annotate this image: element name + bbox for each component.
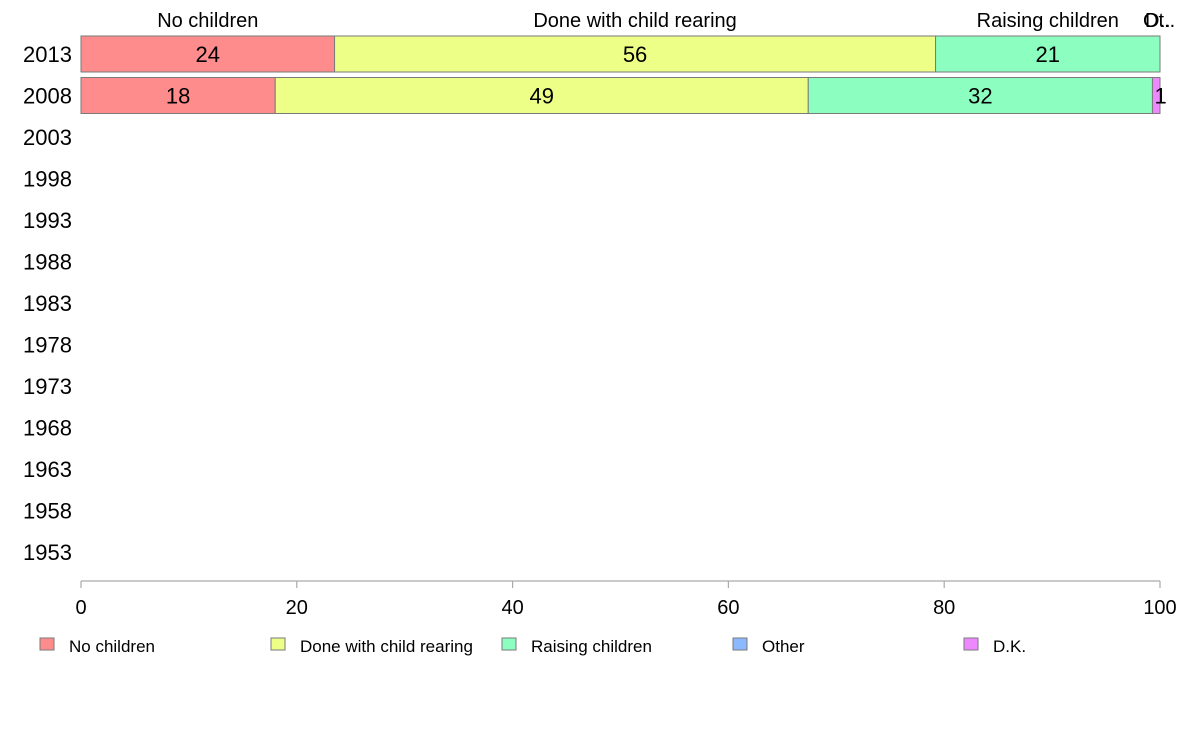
y-axis-labels: 2013 2008 2003 1998 1993 1988 1983 1978 1973 1968…	[23, 42, 72, 565]
legend-swatch	[963, 637, 979, 651]
bar-segment	[334, 35, 937, 73]
x-tick-label: 20	[286, 597, 308, 619]
legend-swatch	[501, 637, 517, 651]
x-tick-label: 60	[717, 597, 739, 619]
legend-swatch	[39, 637, 55, 651]
legend-swatch	[270, 637, 286, 651]
legend-label: Done with child rearing	[300, 637, 473, 656]
legend-label: Other	[762, 637, 805, 656]
data-label: 21	[1036, 42, 1060, 67]
y-tick-label: 1988	[23, 250, 72, 275]
x-tick-label: 100	[1143, 597, 1176, 619]
top-labels: No children Done with child rearing Raisin…	[157, 10, 1175, 32]
legend: No children Done with child rearing Raisin…	[39, 637, 1026, 656]
data-label: 56	[623, 42, 647, 67]
legend-swatch	[732, 637, 748, 651]
top-label-d-k: D..	[1145, 10, 1171, 32]
top-label-done-with-child-rearing: Done with child rearing	[533, 10, 736, 32]
top-label-no-children: No children	[157, 10, 258, 32]
data-label: 32	[968, 84, 992, 109]
y-tick-label: 1978	[23, 333, 72, 358]
x-tick-label: 80	[933, 597, 955, 619]
legend-label: Raising children	[531, 637, 652, 656]
y-tick-label: 1963	[23, 457, 72, 482]
bar-segment	[1151, 77, 1161, 114]
legend-label: No children	[69, 637, 155, 656]
y-tick-label: 1993	[23, 208, 72, 233]
y-tick-label: 1998	[23, 167, 72, 192]
bar-segment	[935, 35, 1161, 73]
y-tick-label: 1953	[23, 540, 72, 565]
x-tick-label: 40	[501, 597, 523, 619]
data-label: 18	[166, 84, 190, 109]
y-tick-label: 2008	[23, 84, 72, 109]
y-tick-label: 1983	[23, 291, 72, 316]
y-tick-label: 1958	[23, 499, 72, 524]
bar-segment	[807, 77, 1153, 114]
x-axis: 0 20 40 60 80 100	[75, 580, 1177, 619]
data-label: 49	[529, 84, 553, 109]
y-tick-label: 1968	[23, 416, 72, 441]
bars: 24 56 21 18 49 32 1	[80, 35, 1167, 114]
legend-label: D.K.	[993, 637, 1026, 656]
y-tick-label: 2013	[23, 42, 72, 67]
top-label-other: Ot..	[1143, 10, 1175, 32]
x-tick-label: 0	[75, 597, 86, 619]
data-label: 1	[1154, 84, 1166, 109]
bar-segment	[274, 77, 809, 114]
y-tick-label: 1973	[23, 374, 72, 399]
y-tick-label: 2003	[23, 125, 72, 150]
top-label-raising-children: Raising children	[977, 10, 1119, 32]
data-label: 24	[196, 42, 220, 67]
